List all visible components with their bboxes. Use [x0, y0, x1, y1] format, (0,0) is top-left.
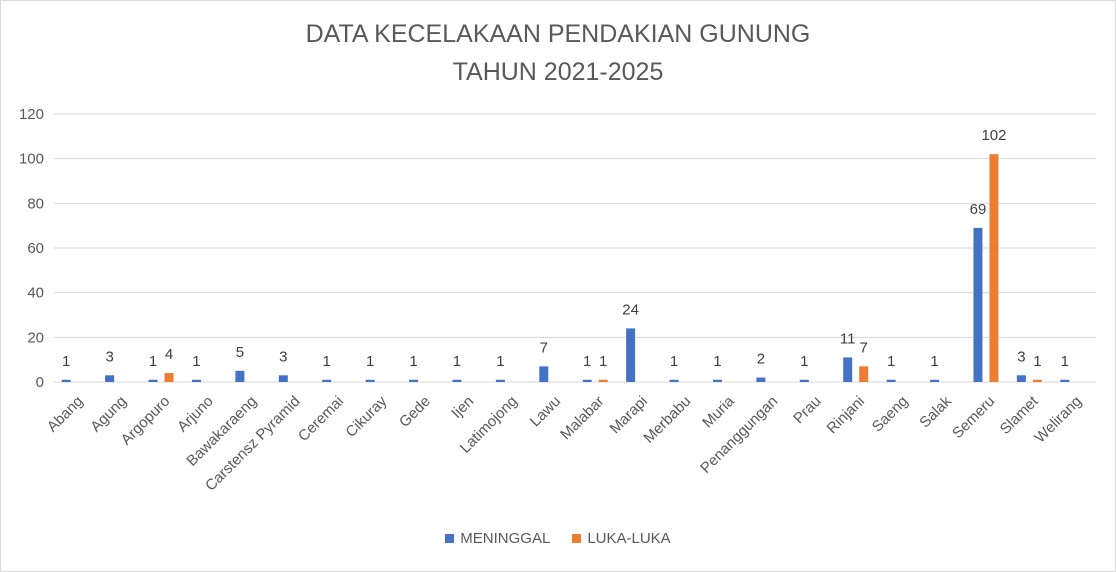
- y-tick-label: 80: [27, 195, 44, 212]
- data-label-meninggal-merbabu: 1: [670, 353, 678, 370]
- data-label-luka-luka-argopuro: 4: [165, 346, 173, 363]
- data-label-meninggal-rinjani: 11: [840, 330, 856, 347]
- bar-meninggal-gede: [409, 379, 419, 382]
- bar-meninggal-abang: [61, 379, 71, 382]
- data-label-meninggal-penanggungan: 2: [757, 351, 765, 368]
- data-label-meninggal-ceremai: 1: [323, 353, 331, 370]
- data-label-meninggal-salak: 1: [930, 353, 938, 370]
- data-label-meninggal-prau: 1: [800, 353, 808, 370]
- data-label-meninggal-arjuno: 1: [192, 353, 200, 370]
- x-tick-label-lawu: Lawu: [527, 393, 564, 430]
- x-tick-label-welirang: Welirang: [1031, 393, 1085, 447]
- x-tick-label-agung: Agung: [87, 393, 130, 436]
- bar-meninggal-ceremai: [322, 379, 332, 382]
- x-tick-label-gede: Gede: [396, 393, 434, 431]
- x-tick-label-saeng: Saeng: [869, 393, 912, 436]
- y-tick-label: 40: [27, 285, 44, 302]
- bar-meninggal-merbabu: [669, 379, 679, 382]
- bar-meninggal-malabar: [582, 379, 592, 382]
- bar-meninggal-salak: [930, 379, 940, 382]
- x-tick-label-malabar: Malabar: [557, 393, 607, 443]
- bar-luka-luka-malabar: [598, 379, 608, 382]
- bar-meninggal-welirang: [1060, 379, 1070, 382]
- data-label-meninggal-agung: 3: [105, 348, 113, 365]
- data-label-luka-luka-slamet: 1: [1033, 353, 1041, 370]
- bar-meninggal-semeru: [973, 227, 983, 382]
- legend-item-meninggal: MENINGGAL: [445, 530, 550, 547]
- data-label-meninggal-saeng: 1: [887, 353, 895, 370]
- bar-meninggal-ijen: [452, 379, 462, 382]
- bar-meninggal-carstensz-pyramid: [278, 375, 288, 382]
- bar-meninggal-muria: [712, 379, 722, 382]
- bar-meninggal-lawu: [539, 366, 549, 382]
- x-tick-label-prau: Prau: [790, 393, 824, 427]
- y-tick-label: 100: [19, 151, 44, 168]
- bar-meninggal-slamet: [1016, 375, 1026, 382]
- bar-luka-luka-semeru: [989, 154, 999, 382]
- bar-luka-luka-slamet: [1032, 379, 1042, 382]
- data-label-luka-luka-semeru: 102: [981, 127, 1006, 144]
- bar-meninggal-prau: [799, 379, 809, 382]
- x-tick-label-ceremai: Ceremai: [295, 393, 347, 445]
- x-tick-label-ijen: Ijen: [448, 393, 477, 422]
- x-tick-label-salak: Salak: [916, 392, 955, 431]
- bar-meninggal-saeng: [886, 379, 896, 382]
- data-label-meninggal-muria: 1: [713, 353, 721, 370]
- x-tick-label-muria: Muria: [699, 392, 738, 431]
- bar-meninggal-latimojong: [495, 379, 505, 382]
- x-tick-label-rinjani: Rinjani: [824, 393, 868, 437]
- bar-meninggal-rinjani: [843, 357, 853, 382]
- data-label-meninggal-gede: 1: [409, 353, 417, 370]
- data-label-meninggal-carstensz-pyramid: 3: [279, 348, 287, 365]
- y-tick-label: 120: [19, 106, 44, 123]
- data-label-meninggal-ijen: 1: [453, 353, 461, 370]
- bar-luka-luka-rinjani: [859, 366, 869, 382]
- x-tick-label-arjuno: Arjuno: [174, 393, 217, 436]
- data-label-meninggal-argopuro: 1: [149, 353, 157, 370]
- chart-subtitle: TAHUN 2021-2025: [452, 58, 664, 86]
- bar-meninggal-bawakaraeng: [235, 370, 245, 382]
- x-tick-label-abang: Abang: [44, 393, 87, 436]
- x-tick-label-merbabu: Merbabu: [640, 393, 694, 447]
- legend-swatch-meninggal: [445, 534, 455, 543]
- data-label-luka-luka-rinjani: 7: [860, 339, 868, 356]
- y-tick-label: 20: [27, 329, 44, 346]
- x-tick-label-semeru: Semeru: [949, 393, 998, 442]
- bar-meninggal-marapi: [626, 328, 636, 382]
- data-label-meninggal-abang: 1: [62, 353, 70, 370]
- x-tick-label-penanggungan: Penanggungan: [697, 393, 781, 477]
- data-label-meninggal-bawakaraeng: 5: [236, 344, 244, 361]
- data-label-luka-luka-malabar: 1: [599, 353, 607, 370]
- chart-title: DATA KECELAKAAN PENDAKIAN GUNUNG: [305, 20, 811, 48]
- bar-meninggal-argopuro: [148, 379, 158, 382]
- data-label-meninggal-slamet: 3: [1017, 348, 1025, 365]
- y-tick-label: 60: [27, 240, 44, 257]
- bar-meninggal-arjuno: [191, 379, 201, 382]
- bar-meninggal-agung: [105, 375, 115, 382]
- legend-item-luka-luka: LUKA-LUKA: [572, 530, 671, 547]
- data-label-meninggal-cikuray: 1: [366, 353, 374, 370]
- data-label-meninggal-latimojong: 1: [496, 353, 504, 370]
- data-label-meninggal-semeru: 69: [970, 201, 987, 218]
- data-label-meninggal-lawu: 7: [540, 339, 548, 356]
- y-tick-label: 0: [36, 374, 44, 391]
- legend-label-meninggal: MENINGGAL: [460, 530, 551, 547]
- bar-meninggal-penanggungan: [756, 377, 766, 382]
- legend-swatch-luka-luka: [572, 534, 582, 543]
- bar-luka-luka-argopuro: [164, 373, 174, 382]
- data-label-meninggal-welirang: 1: [1061, 353, 1069, 370]
- legend-label-luka-luka: LUKA-LUKA: [587, 530, 671, 547]
- bar-meninggal-cikuray: [365, 379, 375, 382]
- data-label-meninggal-malabar: 1: [583, 353, 591, 370]
- x-tick-label-cikuray: Cikuray: [342, 392, 390, 440]
- legend: MENINGGAL LUKA-LUKA: [0, 530, 1116, 547]
- data-label-meninggal-marapi: 24: [622, 301, 639, 318]
